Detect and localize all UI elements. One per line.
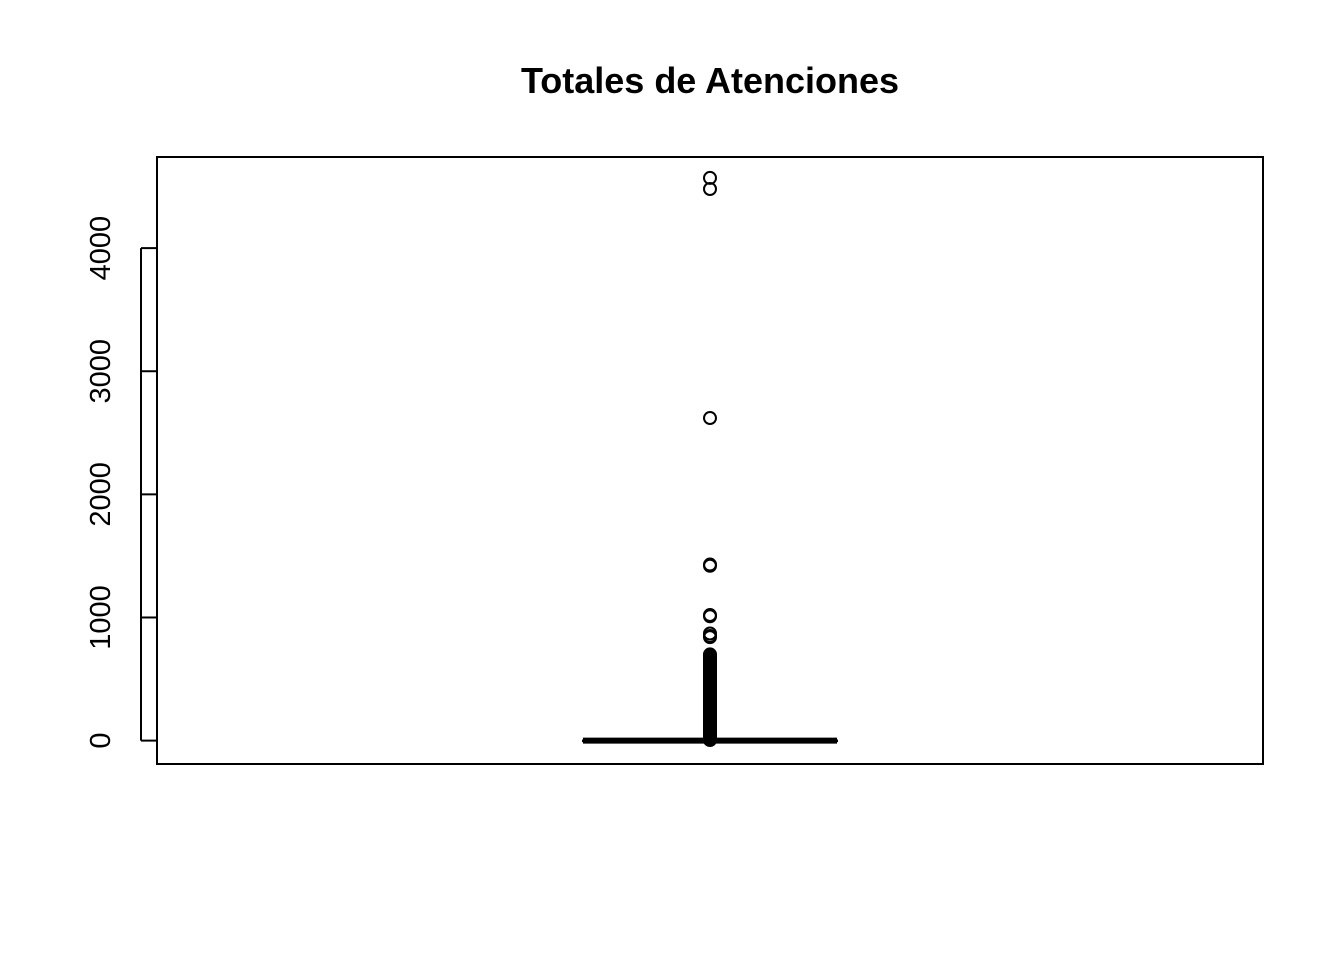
outlier-point (703, 609, 717, 624)
outlier-point (703, 630, 717, 645)
outlier-point (703, 732, 717, 747)
outlier-point (703, 182, 717, 197)
y-tick-label: 2000 (85, 462, 117, 527)
y-tick-label: 4000 (85, 216, 117, 281)
y-tick-label: 3000 (85, 339, 117, 404)
y-axis: 0 1000 2000 3000 4000 (85, 216, 157, 749)
y-tick-label: 0 (85, 733, 117, 749)
outlier-point (703, 558, 717, 573)
outlier-point (703, 411, 717, 426)
outlier-points (703, 170, 717, 747)
y-tick-label: 1000 (85, 585, 117, 650)
plot-frame (156, 156, 1264, 765)
chart-title: Totales de Atenciones (521, 60, 899, 101)
